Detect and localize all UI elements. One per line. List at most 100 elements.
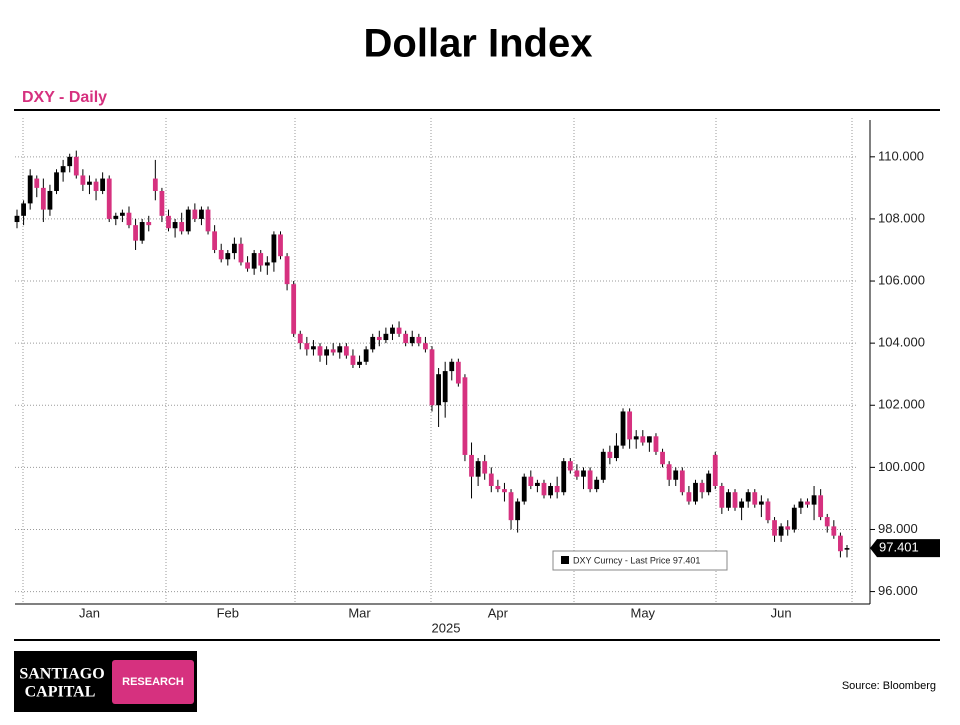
y-tick-label: 100.000 [878, 459, 925, 474]
candle-body [343, 346, 349, 356]
candle-body [192, 209, 198, 219]
candle-body [554, 485, 560, 493]
chart-subtitle: DXY - Daily [22, 89, 107, 106]
x-tick-label: Jan [79, 605, 100, 620]
candle-body [818, 495, 824, 518]
candle-body [264, 262, 270, 266]
candle-body [574, 470, 580, 477]
candle-body [798, 501, 804, 508]
candle-body [462, 377, 468, 455]
candle-body [482, 461, 488, 474]
candle-body [752, 492, 758, 505]
candle-body [47, 190, 53, 210]
candle-body [133, 225, 138, 241]
candle-body [21, 203, 26, 216]
candle-body [54, 172, 59, 191]
x-tick-label: May [631, 605, 656, 620]
y-tick-label: 104.000 [878, 335, 925, 350]
y-tick-label: 102.000 [878, 397, 925, 412]
y-tick-label: 108.000 [878, 210, 925, 225]
candle-body [225, 253, 231, 260]
candle-body [199, 209, 204, 219]
candle-body [712, 454, 718, 486]
candle-body [620, 411, 626, 446]
candle-body [739, 501, 745, 508]
candle-body [317, 346, 323, 356]
candle-body [666, 464, 672, 480]
candle-body [646, 436, 652, 443]
candle-body [475, 461, 481, 477]
candle-body [67, 156, 73, 167]
candle-body [423, 343, 428, 350]
candle-body [324, 349, 330, 356]
candle-body [113, 215, 119, 219]
candle-body [614, 445, 619, 459]
candle-body [831, 526, 837, 536]
candle-body [521, 476, 527, 502]
candle-body [231, 243, 237, 254]
candle-body [679, 470, 685, 493]
candle-body [87, 181, 92, 185]
candle-body [548, 485, 553, 496]
logo-text: CAPITAL [25, 684, 96, 701]
candle-body [745, 492, 751, 502]
candle-body [297, 333, 303, 344]
candle-body [403, 333, 409, 344]
candle-body [502, 489, 507, 493]
logo-tag-box [112, 660, 194, 704]
candle-body [627, 411, 633, 440]
candle-body [212, 231, 218, 250]
logo-tag: RESEARCH [122, 676, 184, 688]
candle-body [541, 482, 547, 496]
candle-body [442, 371, 448, 403]
last-price-tag [870, 539, 940, 558]
chart-title: Dollar Index [364, 22, 593, 66]
legend-box [552, 550, 728, 571]
candle-body [811, 495, 817, 505]
candle-body [686, 492, 692, 502]
candle-body [27, 175, 33, 204]
candle-body [60, 166, 66, 173]
candle-body [587, 470, 593, 490]
candle-body [376, 336, 382, 341]
candle-body [772, 520, 777, 536]
candle-body [699, 482, 705, 493]
candle-body [469, 454, 474, 477]
candle-body [660, 451, 665, 465]
candle-body [706, 473, 712, 493]
candle-body [732, 492, 738, 508]
candle-body [172, 222, 178, 229]
x-axis-label: 2025 [432, 620, 461, 635]
candle-body [396, 327, 402, 334]
candle-body [693, 482, 698, 502]
candle-body [581, 470, 586, 477]
candle-body [673, 470, 679, 480]
candle-body [409, 336, 415, 344]
candle-body [640, 436, 646, 443]
candle-body [278, 234, 283, 257]
candle-body [383, 333, 389, 341]
candle-body [791, 507, 797, 530]
candle-body [594, 479, 600, 490]
candle-body [80, 175, 86, 185]
candle-body [785, 526, 791, 530]
candles [14, 150, 850, 558]
legend-swatch [561, 556, 569, 564]
candle-body [245, 262, 250, 269]
candle-body [515, 501, 521, 521]
grid [15, 118, 858, 604]
candle-body [824, 517, 830, 527]
candle-body [14, 215, 20, 223]
candle-body [390, 327, 395, 334]
x-tick-label: Mar [348, 605, 371, 620]
candle-body [370, 336, 376, 350]
candle-body [363, 349, 369, 362]
x-tick-label: Feb [217, 605, 239, 620]
candle-body [291, 284, 297, 334]
candle-body [607, 451, 613, 459]
y-tick-label: 98.000 [878, 521, 918, 536]
candle-body [126, 212, 132, 226]
candle-body [166, 215, 171, 229]
candle-body [100, 178, 106, 191]
